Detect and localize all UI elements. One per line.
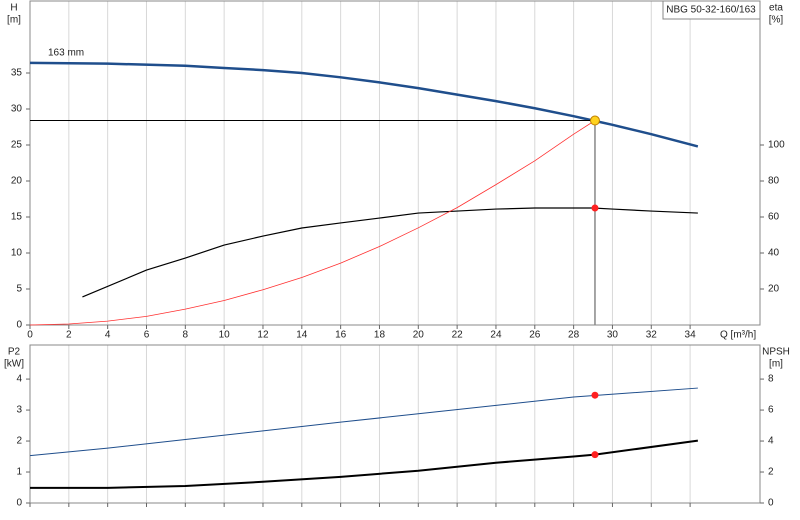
x-tick-label: 0 [27,330,33,341]
x-axis-label: Q [m³/h] [720,330,756,341]
y2-axis-unit: [m] [769,359,783,370]
y-tick-label: 10 [11,248,23,259]
y2-axis-unit: [%] [769,15,784,26]
x-tick-label: 8 [183,330,189,341]
y-tick-label: 0 [16,320,22,331]
y2-tick-label: 4 [768,436,774,447]
curve [82,207,698,298]
y-tick-label: 0 [16,498,22,509]
y2-tick-label: 20 [768,284,780,295]
x-tick-label: 26 [529,330,541,341]
y2-tick-label: 60 [768,212,780,223]
x-tick-label: 22 [452,330,464,341]
y-axis-unit: [kW] [4,359,24,370]
plot-frame [29,0,761,326]
x-tick-label: 30 [607,330,619,341]
x-tick-label: 14 [296,330,308,341]
x-tick-label: 34 [685,330,697,341]
plot-frame [29,344,761,504]
y2-tick-label: 2 [768,467,774,478]
y-tick-label: 3 [16,405,22,416]
title-box [662,0,761,20]
x-tick-label: 20 [413,330,425,341]
y-tick-label: 25 [11,140,23,151]
y2-axis-label: eta [769,3,783,14]
chart-title: NBG 50-32-160/163 [666,5,756,16]
y2-axis-label: NPSH [762,347,790,358]
x-tick-label: 12 [257,330,269,341]
y-tick-label: 35 [11,68,23,79]
operating-point [591,204,599,212]
y-axis-label: H [10,3,17,14]
x-tick-label: 32 [646,330,658,341]
y2-tick-label: 6 [768,405,774,416]
x-tick-label: 10 [219,330,231,341]
x-tick-label: 18 [374,330,386,341]
y2-tick-label: 100 [768,140,785,151]
y-axis-label: P2 [8,347,21,358]
curve [30,439,699,489]
curve [29,387,698,457]
y2-tick-label: 80 [768,176,780,187]
x-tick-label: 2 [66,330,72,341]
x-tick-label: 24 [490,330,502,341]
operating-point [589,115,600,126]
y2-tick-label: 40 [768,248,780,259]
y2-tick-label: 8 [768,374,774,385]
y-tick-label: 1 [16,467,22,478]
y-axis-unit: [m] [7,15,21,26]
y-tick-label: 20 [11,176,23,187]
y2-tick-label: 0 [768,498,774,509]
y-tick-label: 4 [16,374,22,385]
curve-label: 163 mm [48,48,84,59]
x-tick-label: 16 [335,330,347,341]
y-tick-label: 30 [11,104,23,115]
y-tick-label: 2 [16,436,22,447]
operating-point [591,391,599,399]
x-tick-label: 6 [144,330,150,341]
operating-point [591,451,599,459]
x-tick-label: 4 [105,330,111,341]
curve [29,120,596,326]
y-tick-label: 5 [16,284,22,295]
x-tick-label: 28 [568,330,580,341]
y-tick-label: 15 [11,212,23,223]
